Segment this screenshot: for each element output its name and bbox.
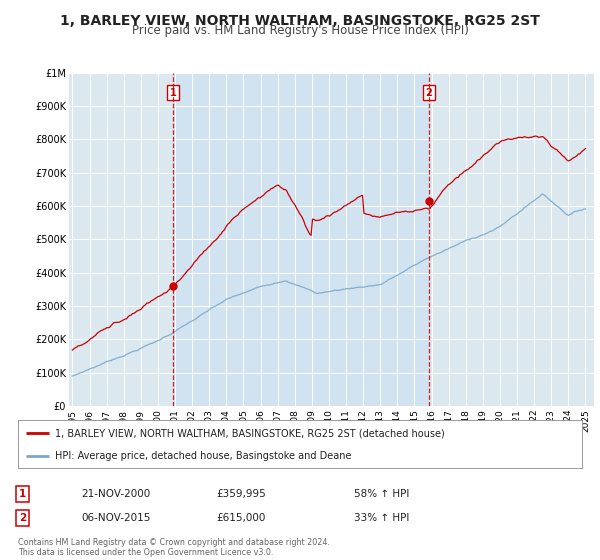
Text: 1: 1	[19, 489, 26, 499]
Text: 2: 2	[425, 88, 433, 98]
Text: 21-NOV-2000: 21-NOV-2000	[81, 489, 150, 499]
Text: Contains HM Land Registry data © Crown copyright and database right 2024.
This d: Contains HM Land Registry data © Crown c…	[18, 538, 330, 557]
Bar	[173, 73, 429, 406]
Text: HPI: Average price, detached house, Basingstoke and Deane: HPI: Average price, detached house, Basi…	[55, 451, 351, 461]
Text: 06-NOV-2015: 06-NOV-2015	[81, 513, 151, 523]
Text: 1, BARLEY VIEW, NORTH WALTHAM, BASINGSTOKE, RG25 2ST (detached house): 1, BARLEY VIEW, NORTH WALTHAM, BASINGSTO…	[55, 428, 445, 438]
Text: 1: 1	[170, 88, 176, 98]
Text: 1, BARLEY VIEW, NORTH WALTHAM, BASINGSTOKE, RG25 2ST: 1, BARLEY VIEW, NORTH WALTHAM, BASINGSTO…	[60, 14, 540, 28]
Text: Price paid vs. HM Land Registry's House Price Index (HPI): Price paid vs. HM Land Registry's House …	[131, 24, 469, 36]
Text: £615,000: £615,000	[216, 513, 265, 523]
Text: 33% ↑ HPI: 33% ↑ HPI	[354, 513, 409, 523]
Text: 58% ↑ HPI: 58% ↑ HPI	[354, 489, 409, 499]
Text: 2: 2	[19, 513, 26, 523]
Text: £359,995: £359,995	[216, 489, 266, 499]
